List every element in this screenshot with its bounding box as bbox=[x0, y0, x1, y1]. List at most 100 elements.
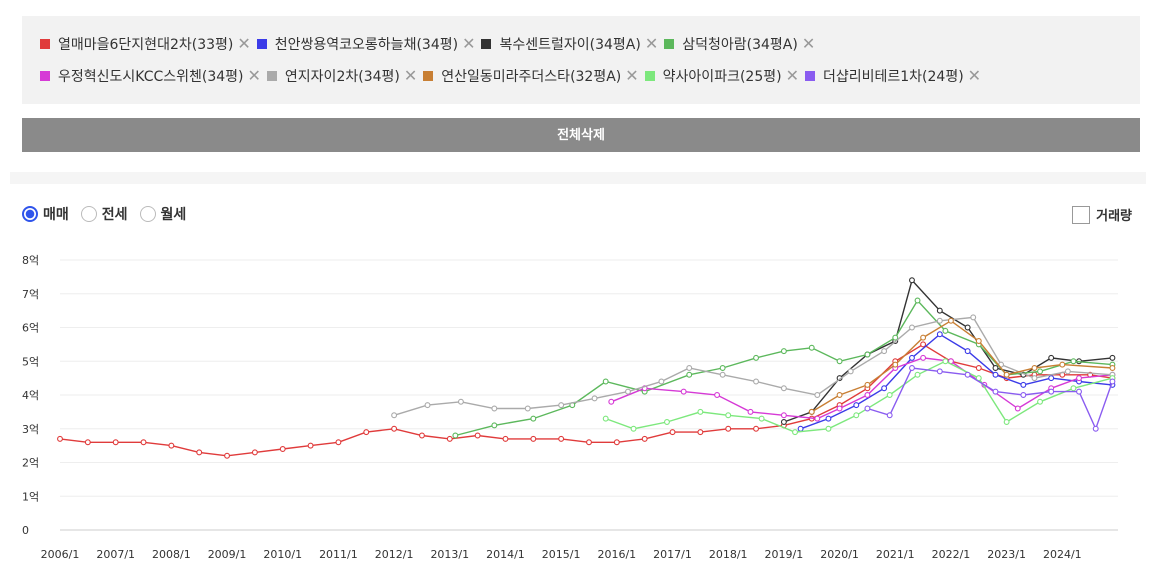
data-point bbox=[1048, 388, 1055, 395]
data-point bbox=[335, 439, 342, 446]
data-point bbox=[1076, 388, 1082, 395]
data-point bbox=[964, 324, 971, 331]
x-tick-label: 2016/1 bbox=[597, 548, 636, 561]
data-point bbox=[1037, 398, 1043, 405]
legend-swatch-icon bbox=[40, 71, 50, 81]
x-tick-label: 2023/1 bbox=[987, 548, 1026, 561]
radio-jeonse[interactable]: 전세 bbox=[80, 204, 128, 224]
x-tick-label: 2021/1 bbox=[876, 548, 915, 561]
data-point bbox=[664, 419, 670, 425]
x-tick-label: 2019/1 bbox=[765, 548, 804, 561]
data-point bbox=[964, 371, 971, 378]
legend-label: 우정혁신도시KCC스위첸(34평) bbox=[58, 69, 244, 85]
data-point bbox=[780, 419, 787, 425]
data-point bbox=[697, 408, 704, 415]
x-tick-label: 2006/1 bbox=[41, 548, 80, 561]
data-point bbox=[936, 307, 943, 314]
data-point bbox=[964, 348, 971, 355]
data-point bbox=[1031, 365, 1038, 371]
data-point bbox=[892, 334, 899, 341]
legend-label: 연지자이2차(34평) bbox=[284, 69, 400, 85]
data-point bbox=[1109, 365, 1116, 371]
data-point bbox=[307, 442, 314, 449]
remove-series-icon[interactable]: ✕ bbox=[462, 34, 476, 53]
radio-circle-icon bbox=[80, 206, 97, 222]
data-point bbox=[1048, 354, 1055, 361]
radio-label: 매매 bbox=[43, 207, 69, 223]
data-point bbox=[792, 429, 798, 436]
data-point bbox=[391, 412, 398, 419]
data-point bbox=[992, 371, 999, 378]
data-point bbox=[719, 365, 726, 371]
clear-all-button[interactable]: 전체삭제 bbox=[22, 118, 1140, 152]
legend-item: 약사아이파크(25평) ✕ bbox=[644, 66, 803, 86]
x-tick-label: 2024/1 bbox=[1043, 548, 1082, 561]
remove-series-icon[interactable]: ✕ bbox=[801, 34, 816, 53]
radio-circle-icon bbox=[139, 206, 156, 222]
data-point bbox=[1020, 392, 1027, 398]
data-point bbox=[836, 358, 843, 365]
data-point bbox=[1109, 378, 1116, 385]
data-point bbox=[780, 348, 787, 355]
data-point bbox=[942, 358, 949, 365]
data-point bbox=[625, 388, 631, 395]
remove-series-icon[interactable]: ✕ bbox=[237, 34, 251, 53]
section-divider bbox=[10, 172, 1146, 184]
data-point bbox=[602, 378, 609, 385]
remove-series-icon[interactable]: ✕ bbox=[967, 66, 982, 85]
data-point bbox=[936, 331, 943, 338]
remove-series-icon[interactable]: ✕ bbox=[247, 66, 261, 85]
data-point bbox=[975, 375, 982, 382]
x-tick-label: 2009/1 bbox=[208, 548, 247, 561]
legend-item: 우정혁신도시KCC스위첸(34평) ✕ bbox=[40, 66, 265, 86]
legend-label: 복수센트럴자이(34평A) bbox=[499, 37, 641, 53]
data-point bbox=[825, 425, 832, 432]
legend-label: 삼덕청아람(34평A) bbox=[682, 37, 798, 53]
legend-swatch-icon bbox=[266, 71, 277, 81]
data-point bbox=[881, 385, 888, 392]
y-tick-label: 1억 bbox=[22, 490, 39, 503]
legend-label: 약사아이파크(25평) bbox=[662, 69, 782, 85]
data-point bbox=[1070, 385, 1077, 392]
data-point bbox=[641, 435, 648, 442]
remove-series-icon[interactable]: ✕ bbox=[644, 34, 659, 53]
legend-item: 연지자이2차(34평) ✕ bbox=[266, 66, 421, 86]
data-point bbox=[797, 425, 804, 432]
data-point bbox=[279, 446, 286, 452]
data-point bbox=[864, 351, 871, 358]
radio-sale[interactable]: 매매 bbox=[22, 204, 69, 224]
data-point bbox=[530, 415, 537, 422]
radio-monthly-rent[interactable]: 월세 bbox=[139, 204, 186, 224]
remove-series-icon[interactable]: ✕ bbox=[403, 66, 418, 85]
data-point bbox=[613, 439, 620, 446]
y-tick-label: 8억 bbox=[22, 254, 39, 267]
data-point bbox=[886, 412, 893, 419]
data-point bbox=[491, 405, 498, 412]
data-point bbox=[196, 449, 203, 456]
data-point bbox=[942, 327, 949, 334]
data-point bbox=[753, 425, 760, 432]
data-point bbox=[1014, 405, 1021, 412]
data-point bbox=[909, 365, 915, 371]
data-point bbox=[1048, 375, 1055, 382]
data-point bbox=[84, 439, 91, 446]
data-point bbox=[808, 408, 815, 415]
data-point bbox=[909, 277, 915, 284]
data-point bbox=[602, 415, 609, 422]
data-point bbox=[1031, 375, 1038, 382]
remove-series-icon[interactable]: ✕ bbox=[785, 66, 799, 85]
volume-checkbox[interactable] bbox=[1072, 205, 1091, 224]
data-point bbox=[975, 338, 982, 344]
data-point bbox=[936, 368, 943, 375]
data-point bbox=[140, 439, 147, 446]
legend-item: 삼덕청아람(34평A) ✕ bbox=[664, 34, 819, 54]
volume-toggle[interactable]: 거래량 bbox=[1072, 205, 1132, 224]
data-point bbox=[725, 425, 732, 432]
data-point bbox=[758, 415, 765, 422]
data-point bbox=[864, 381, 871, 388]
data-point bbox=[457, 398, 464, 405]
x-tick-label: 2008/1 bbox=[152, 548, 191, 561]
x-tick-label: 2015/1 bbox=[542, 548, 581, 561]
data-point bbox=[224, 452, 231, 459]
remove-series-icon[interactable]: ✕ bbox=[625, 66, 639, 85]
